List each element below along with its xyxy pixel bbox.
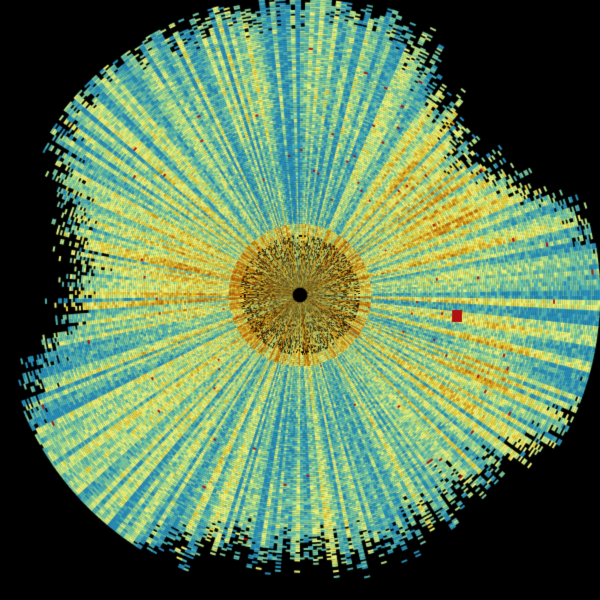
radar-reflectivity-canvas	[0, 0, 600, 600]
radar-image	[0, 0, 600, 600]
